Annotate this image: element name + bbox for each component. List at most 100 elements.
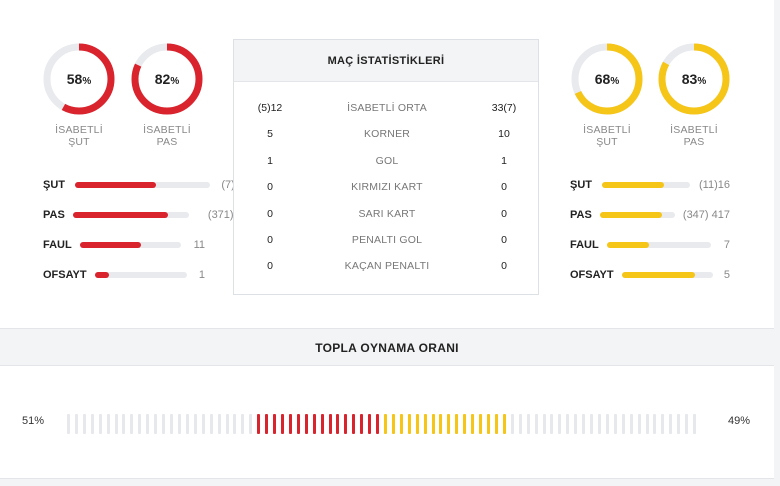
home-value: (5)12 <box>257 102 283 114</box>
possession-tick <box>360 414 364 434</box>
donut-ring <box>43 43 115 115</box>
stat-row: 0 SARI KART 0 <box>234 207 540 221</box>
stat-row: 1 GOL 1 <box>234 154 540 168</box>
donut-value: 68 <box>594 71 611 87</box>
home-foul-bar: FAUL 11 <box>43 238 205 252</box>
possession-meter <box>67 414 701 434</box>
away-offside-bar: OFSAYT 5 <box>570 268 730 282</box>
home-offside-bar: OFSAYT 1 <box>43 268 205 282</box>
possession-tick <box>90 414 94 434</box>
possession-tick <box>114 414 118 434</box>
possession-tick <box>67 414 70 434</box>
away-value: 0 <box>501 234 507 246</box>
bar-track <box>602 182 690 188</box>
bar-fill <box>80 242 141 248</box>
donut-value: 82 <box>154 71 171 87</box>
stat-row: (5)12 İSABETLİ ORTA 33(7) <box>234 101 540 115</box>
stat-value: 7 <box>723 239 730 251</box>
possession-tick <box>162 414 166 434</box>
match-stats-table: MAÇ İSTATİSTİKLERİ (5)12 İSABETLİ ORTA 3… <box>233 39 539 295</box>
stat-name: PENALTI GOL <box>351 234 423 246</box>
possession-tick <box>122 414 126 434</box>
possession-tick <box>526 414 530 434</box>
possession-tick <box>431 414 435 434</box>
possession-tick <box>273 414 277 434</box>
donut-arc <box>571 43 643 115</box>
home-value: 0 <box>267 181 273 193</box>
donut-arc <box>658 43 730 115</box>
away-value: 33(7) <box>491 102 517 114</box>
stat-row: 5 KORNER 10 <box>234 127 540 141</box>
possession-tick <box>185 414 189 434</box>
away-accurate-shot-donut: 68% <box>570 42 644 116</box>
home-accurate-pass-donut: 82% <box>130 42 204 116</box>
stat-name: SARI KART <box>358 208 416 220</box>
possession-tick <box>296 414 300 434</box>
home-shot-bar: ŞUT (7)12 <box>43 178 247 192</box>
possession-tick <box>170 414 174 434</box>
possession-tick <box>661 414 665 434</box>
bar-track <box>95 272 187 278</box>
bar-fill <box>607 242 649 248</box>
donut-ring <box>571 43 643 115</box>
stat-row: 0 KIRMIZI KART 0 <box>234 180 540 194</box>
possession-tick <box>336 414 340 434</box>
possession-tick <box>193 414 197 434</box>
possession-tick <box>621 414 625 434</box>
possession-tick <box>280 414 284 434</box>
possession-tick <box>542 414 546 434</box>
possession-tick <box>637 414 641 434</box>
possession-tick <box>463 414 467 434</box>
possession-tick <box>534 414 538 434</box>
possession-tick <box>677 414 681 434</box>
away-accurate-pass-donut: 83% <box>657 42 731 116</box>
away-value: 0 <box>501 260 507 272</box>
bar-fill <box>602 182 664 188</box>
possession-tick <box>352 414 356 434</box>
possession-tick <box>669 414 673 434</box>
divider <box>0 478 774 486</box>
home-accurate-shot-label: İSABETLİ ŞUT <box>55 124 103 148</box>
bar-track <box>80 242 181 248</box>
away-value: 0 <box>501 208 507 220</box>
possession-tick <box>566 414 570 434</box>
possession-tick <box>455 414 459 434</box>
stat-value: (347) 417 <box>682 209 730 221</box>
stat-row: 0 KAÇAN PENALTI 0 <box>234 259 540 273</box>
possession-tick <box>384 414 387 434</box>
possession-tick <box>320 414 324 434</box>
bar-track <box>622 272 713 278</box>
possession-tick <box>471 414 475 434</box>
away-accurate-shot-label: İSABETLİ ŞUT <box>583 124 631 148</box>
possession-tick <box>605 414 609 434</box>
away-foul-bar: FAUL 7 <box>570 238 730 252</box>
stat-label: FAUL <box>43 239 72 251</box>
stat-value: 5 <box>723 269 730 281</box>
possession-tick <box>415 414 419 434</box>
donut-unit: % <box>610 76 620 87</box>
home-value: 0 <box>267 208 273 220</box>
home-accurate-shot-donut: 58% <box>42 42 116 116</box>
bar-track <box>607 242 711 248</box>
possession-tick <box>241 414 245 434</box>
possession-tick <box>447 414 451 434</box>
possession-tick <box>154 414 158 434</box>
possession-tick <box>479 414 483 434</box>
bar-fill <box>75 182 156 188</box>
possession-tick <box>130 414 134 434</box>
possession-tick <box>177 414 181 434</box>
possession-tick <box>518 414 522 434</box>
home-accurate-pass-label: İSABETLİ PAS <box>143 124 191 148</box>
stat-label: ŞUT <box>43 179 65 191</box>
stat-name: KORNER <box>363 128 411 140</box>
possession-tick <box>550 414 554 434</box>
possession-tick <box>217 414 221 434</box>
possession-tick <box>344 414 348 434</box>
donut-unit: % <box>82 76 92 87</box>
possession-tick <box>328 414 332 434</box>
possession-tick <box>597 414 601 434</box>
bar-track <box>73 212 189 218</box>
home-value: 0 <box>267 260 273 272</box>
possession-tick <box>391 414 395 434</box>
bar-fill <box>622 272 695 278</box>
